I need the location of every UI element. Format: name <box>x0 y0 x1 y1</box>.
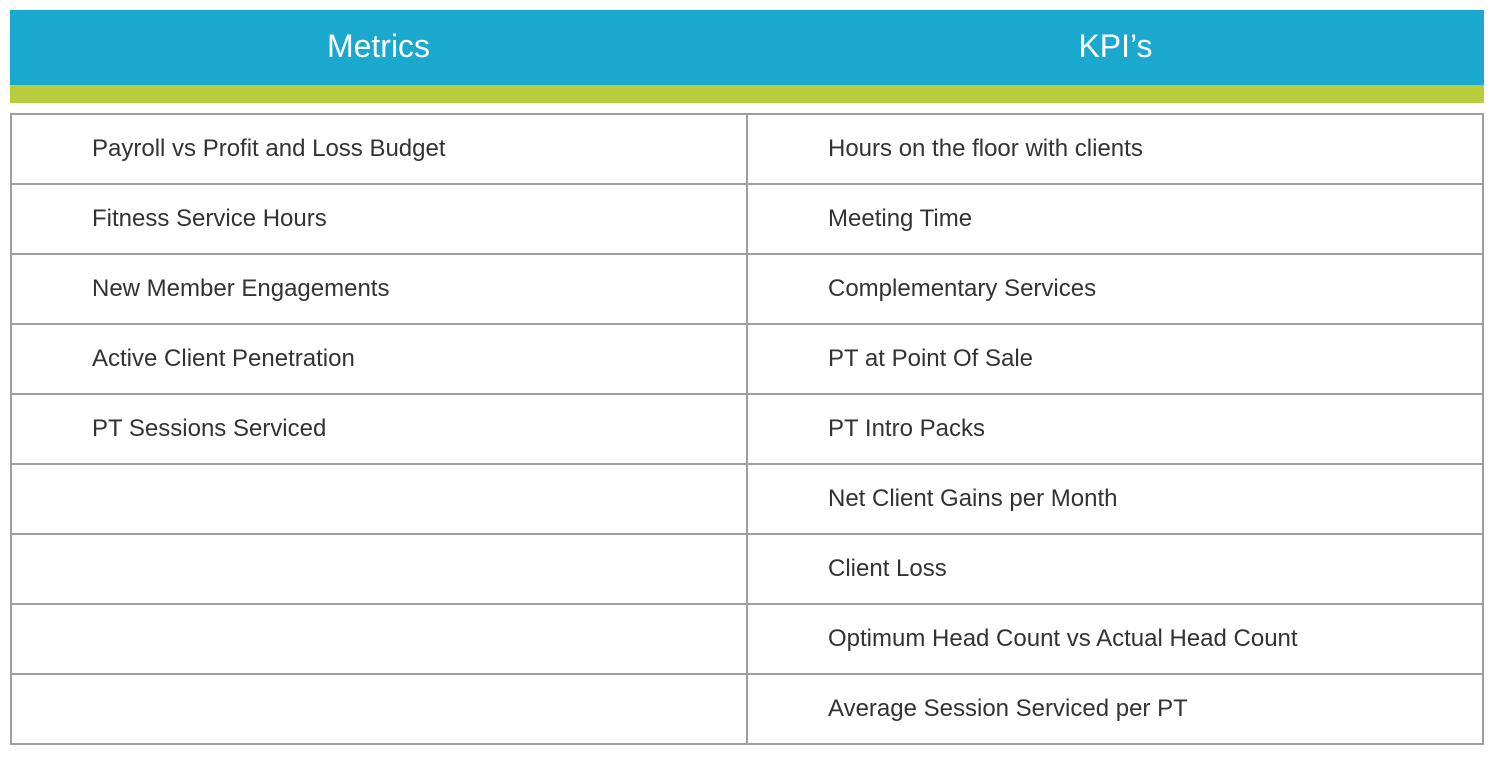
metrics-cell <box>12 535 748 603</box>
table-row: Payroll vs Profit and Loss Budget Hours … <box>10 113 1484 183</box>
accent-bar <box>10 85 1484 103</box>
kpi-cell: Hours on the floor with clients <box>748 115 1482 183</box>
header-gap <box>10 103 1484 113</box>
table-row: Net Client Gains per Month <box>10 463 1484 533</box>
metrics-cell: Payroll vs Profit and Loss Budget <box>12 115 748 183</box>
table-row: Average Session Serviced per PT <box>10 673 1484 745</box>
metrics-cell: Active Client Penetration <box>12 325 748 393</box>
table-row: New Member Engagements Complementary Ser… <box>10 253 1484 323</box>
kpi-cell: Average Session Serviced per PT <box>748 675 1482 743</box>
metrics-cell <box>12 675 748 743</box>
kpi-cell: Meeting Time <box>748 185 1482 253</box>
header-kpis: KPI’s <box>747 10 1484 85</box>
header-metrics: Metrics <box>10 10 747 85</box>
metrics-cell <box>12 605 748 673</box>
kpi-cell: PT at Point Of Sale <box>748 325 1482 393</box>
kpi-cell: Complementary Services <box>748 255 1482 323</box>
kpi-cell: Optimum Head Count vs Actual Head Count <box>748 605 1482 673</box>
metrics-kpi-table: Metrics KPI’s Payroll vs Profit and Loss… <box>10 10 1484 745</box>
table-row: Active Client Penetration PT at Point Of… <box>10 323 1484 393</box>
metrics-cell <box>12 465 748 533</box>
kpi-cell: Net Client Gains per Month <box>748 465 1482 533</box>
metrics-cell: PT Sessions Serviced <box>12 395 748 463</box>
kpi-cell: PT Intro Packs <box>748 395 1482 463</box>
metrics-cell: Fitness Service Hours <box>12 185 748 253</box>
table-header-row: Metrics KPI’s <box>10 10 1484 85</box>
table-row: Optimum Head Count vs Actual Head Count <box>10 603 1484 673</box>
table-row: Fitness Service Hours Meeting Time <box>10 183 1484 253</box>
kpi-cell: Client Loss <box>748 535 1482 603</box>
table-row: PT Sessions Serviced PT Intro Packs <box>10 393 1484 463</box>
metrics-cell: New Member Engagements <box>12 255 748 323</box>
table-row: Client Loss <box>10 533 1484 603</box>
